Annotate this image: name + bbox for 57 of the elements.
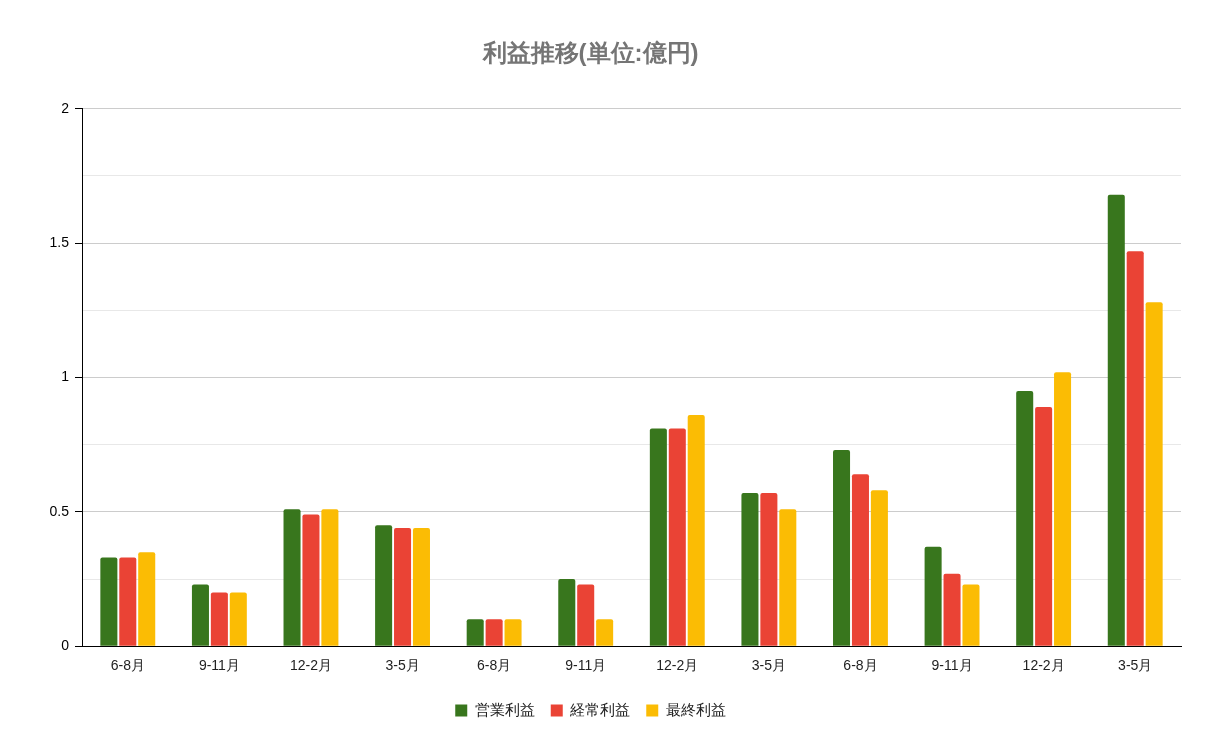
bar <box>577 584 595 646</box>
x-tick-label: 9-11月 <box>931 657 973 674</box>
bar <box>412 527 430 646</box>
x-tick-label: 3-5月 <box>751 657 786 674</box>
bar <box>375 525 393 646</box>
bar <box>668 428 686 646</box>
x-tick-label: 12-2月 <box>1022 657 1065 674</box>
y-tick-label: 0 <box>61 637 70 654</box>
bar <box>394 527 412 646</box>
bar <box>1107 194 1125 646</box>
bar <box>504 619 522 646</box>
x-tick-label: 9-11月 <box>565 657 607 674</box>
bar <box>1145 302 1163 646</box>
bar <box>741 493 759 646</box>
bar <box>1054 372 1072 646</box>
bar <box>138 552 156 646</box>
x-tick-label: 6-8月 <box>110 657 145 674</box>
bar <box>302 514 320 646</box>
bar <box>779 509 797 646</box>
bar <box>962 584 980 646</box>
legend-label: 最終利益 <box>665 700 726 718</box>
bar <box>687 415 705 646</box>
y-tick-label: 2 <box>61 99 70 116</box>
bar <box>466 619 484 646</box>
bar <box>1016 390 1034 646</box>
bar <box>283 509 301 646</box>
bar <box>851 474 869 646</box>
bar <box>833 450 851 646</box>
x-tick-label: 6-8月 <box>477 657 512 674</box>
bar <box>596 619 614 646</box>
legend-label: 経常利益 <box>569 700 631 718</box>
bar <box>210 592 228 646</box>
bar <box>191 584 209 646</box>
bar <box>760 493 778 646</box>
bar <box>485 619 503 646</box>
x-tick-label: 3-5月 <box>1118 657 1153 674</box>
x-tick-label: 6-8月 <box>843 657 878 674</box>
bar <box>229 592 247 646</box>
y-tick-label: 0.5 <box>49 502 70 519</box>
bar <box>870 490 888 646</box>
legend-label: 営業利益 <box>474 700 535 718</box>
bar <box>649 428 667 646</box>
x-tick-label: 3-5月 <box>385 657 420 674</box>
bar <box>924 546 942 646</box>
x-tick-label: 9-11月 <box>198 657 240 674</box>
x-tick-label: 12-2月 <box>656 657 699 674</box>
y-tick-label: 1.5 <box>49 234 70 251</box>
y-tick-label: 1 <box>61 368 70 385</box>
bar <box>100 557 118 646</box>
bar <box>1126 251 1144 646</box>
bar <box>119 557 137 646</box>
bar <box>1035 407 1053 646</box>
bar <box>321 509 339 646</box>
x-tick-label: 12-2月 <box>289 657 332 674</box>
chart-title: 利益推移(単位:億円) <box>481 39 699 67</box>
bar <box>943 573 961 646</box>
bar <box>558 579 576 646</box>
